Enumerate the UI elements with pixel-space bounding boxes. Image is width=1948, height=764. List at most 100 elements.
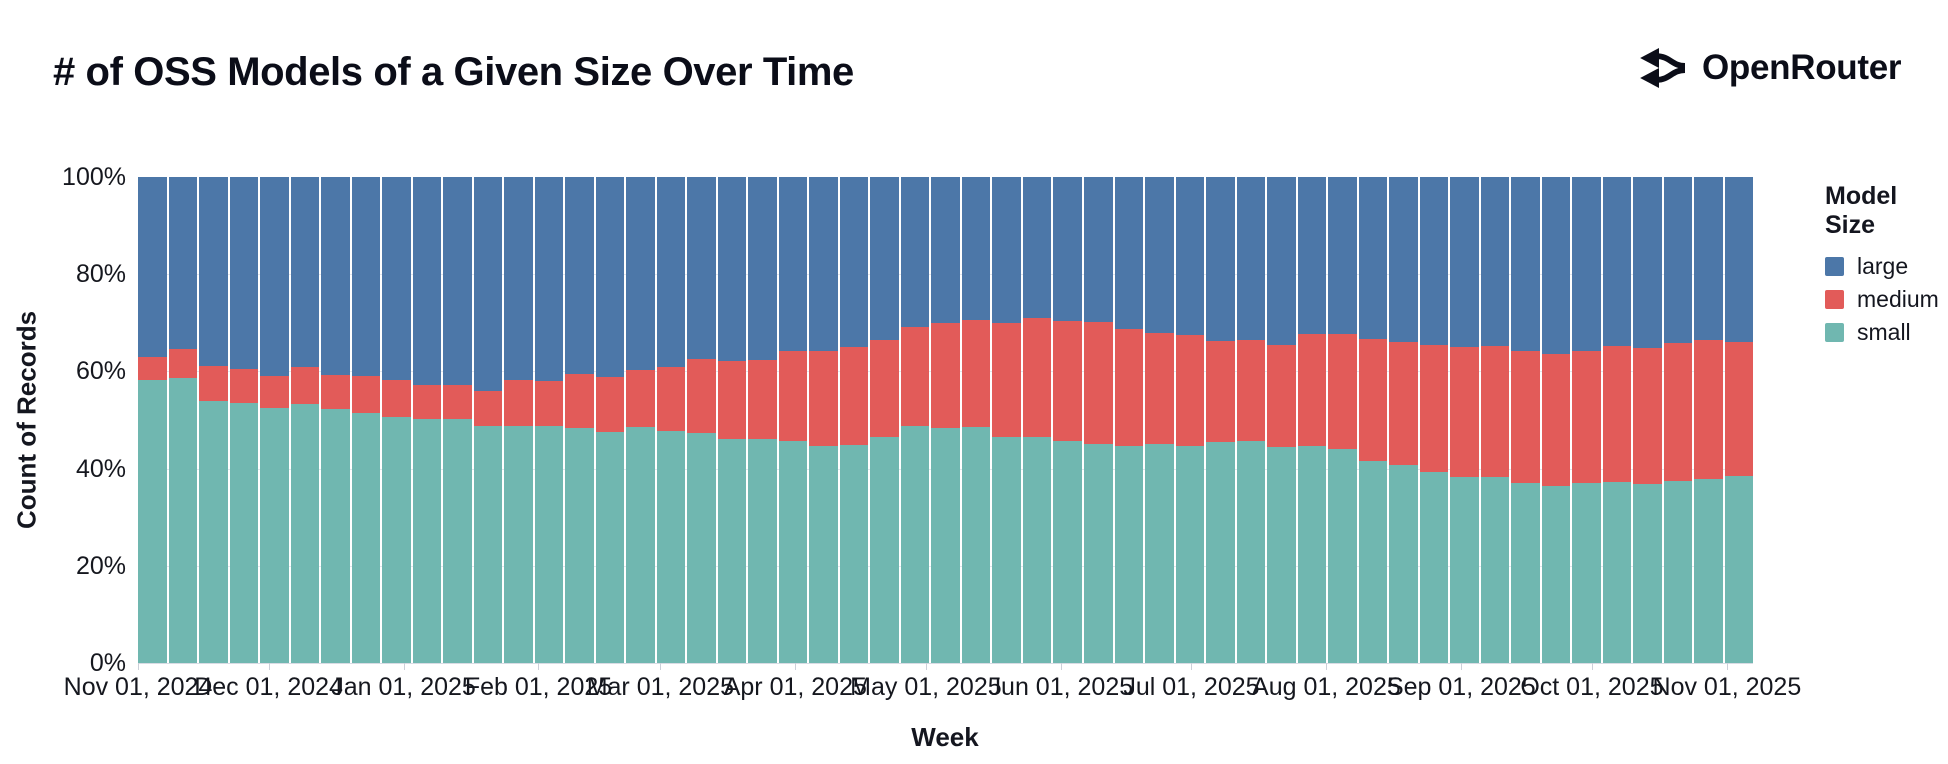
segment-medium[interactable]	[870, 340, 899, 437]
segment-small[interactable]	[138, 379, 167, 663]
segment-small[interactable]	[748, 438, 777, 663]
segment-small[interactable]	[412, 419, 442, 663]
segment-medium[interactable]	[961, 319, 991, 427]
segment-large[interactable]	[138, 177, 167, 357]
bar-week[interactable]	[1419, 177, 1449, 663]
segment-large[interactable]	[1145, 177, 1174, 334]
segment-large[interactable]	[1206, 177, 1235, 341]
segment-small[interactable]	[931, 427, 960, 663]
segment-small[interactable]	[1358, 460, 1388, 663]
bar-week[interactable]	[1389, 177, 1418, 663]
bar-week[interactable]	[382, 177, 411, 663]
segment-medium[interactable]	[565, 374, 594, 428]
bar-week[interactable]	[1053, 177, 1082, 663]
segment-medium[interactable]	[260, 376, 289, 408]
segment-large[interactable]	[1083, 177, 1113, 322]
segment-medium[interactable]	[1602, 345, 1632, 483]
segment-large[interactable]	[1450, 177, 1479, 347]
segment-small[interactable]	[1663, 480, 1693, 663]
segment-medium[interactable]	[931, 322, 960, 428]
bar-week[interactable]	[534, 177, 564, 663]
segment-small[interactable]	[534, 426, 564, 663]
segment-small[interactable]	[656, 430, 686, 663]
segment-medium[interactable]	[1328, 333, 1357, 449]
segment-medium[interactable]	[1663, 343, 1693, 481]
segment-small[interactable]	[504, 426, 533, 663]
segment-medium[interactable]	[1053, 320, 1082, 441]
segment-large[interactable]	[778, 177, 808, 351]
segment-large[interactable]	[870, 177, 899, 341]
segment-large[interactable]	[1480, 177, 1510, 346]
segment-medium[interactable]	[229, 368, 259, 404]
segment-medium[interactable]	[199, 366, 228, 401]
segment-small[interactable]	[1175, 446, 1205, 663]
segment-small[interactable]	[992, 437, 1021, 663]
bar-week[interactable]	[1206, 177, 1235, 663]
segment-small[interactable]	[1511, 483, 1540, 663]
segment-medium[interactable]	[290, 367, 320, 405]
segment-large[interactable]	[1236, 177, 1266, 340]
segment-large[interactable]	[473, 177, 503, 392]
bar-week[interactable]	[1145, 177, 1174, 663]
segment-small[interactable]	[1724, 476, 1754, 663]
segment-medium[interactable]	[412, 384, 442, 420]
bar-week[interactable]	[321, 177, 350, 663]
segment-medium[interactable]	[351, 376, 381, 413]
segment-medium[interactable]	[1114, 329, 1144, 447]
segment-small[interactable]	[839, 444, 869, 663]
bar-week[interactable]	[1114, 177, 1144, 663]
segment-large[interactable]	[1267, 177, 1296, 346]
segment-large[interactable]	[290, 177, 320, 368]
bar-week[interactable]	[1602, 177, 1632, 663]
segment-small[interactable]	[168, 377, 198, 663]
segment-large[interactable]	[534, 177, 564, 382]
segment-small[interactable]	[382, 416, 411, 663]
segment-medium[interactable]	[1724, 341, 1754, 477]
segment-medium[interactable]	[1633, 347, 1662, 485]
segment-medium[interactable]	[1175, 335, 1205, 447]
segment-small[interactable]	[1572, 483, 1601, 663]
bar-week[interactable]	[1328, 177, 1357, 663]
segment-medium[interactable]	[778, 350, 808, 442]
segment-small[interactable]	[1114, 446, 1144, 663]
openrouter-logo[interactable]: OpenRouter	[1636, 46, 1902, 90]
segment-medium[interactable]	[1694, 340, 1723, 479]
segment-small[interactable]	[1053, 440, 1082, 663]
segment-medium[interactable]	[1297, 334, 1327, 447]
bar-week[interactable]	[412, 177, 442, 663]
segment-small[interactable]	[1389, 464, 1418, 663]
segment-large[interactable]	[1724, 177, 1754, 342]
bar-week[interactable]	[473, 177, 503, 663]
bar-week[interactable]	[138, 177, 167, 663]
bar-week[interactable]	[1572, 177, 1601, 663]
segment-small[interactable]	[626, 427, 655, 663]
segment-large[interactable]	[1358, 177, 1388, 340]
segment-medium[interactable]	[473, 391, 503, 427]
segment-medium[interactable]	[1480, 345, 1510, 478]
segment-medium[interactable]	[1541, 353, 1571, 486]
segment-small[interactable]	[961, 426, 991, 663]
segment-large[interactable]	[199, 177, 228, 367]
segment-medium[interactable]	[626, 370, 655, 428]
bar-week[interactable]	[1541, 177, 1571, 663]
bar-week[interactable]	[260, 177, 289, 663]
segment-small[interactable]	[1328, 448, 1357, 663]
bar-week[interactable]	[565, 177, 594, 663]
segment-medium[interactable]	[168, 349, 198, 378]
segment-small[interactable]	[443, 419, 472, 663]
segment-large[interactable]	[626, 177, 655, 371]
segment-medium[interactable]	[656, 366, 686, 431]
segment-medium[interactable]	[717, 361, 747, 439]
segment-medium[interactable]	[1022, 317, 1052, 437]
bar-week[interactable]	[1022, 177, 1052, 663]
bar-week[interactable]	[809, 177, 838, 663]
bar-week[interactable]	[1358, 177, 1388, 663]
bar-week[interactable]	[1083, 177, 1113, 663]
bar-week[interactable]	[168, 177, 198, 663]
segment-large[interactable]	[168, 177, 198, 350]
bar-week[interactable]	[443, 177, 472, 663]
segment-small[interactable]	[1480, 477, 1510, 663]
bar-week[interactable]	[748, 177, 777, 663]
segment-medium[interactable]	[595, 377, 625, 432]
segment-medium[interactable]	[382, 380, 411, 417]
